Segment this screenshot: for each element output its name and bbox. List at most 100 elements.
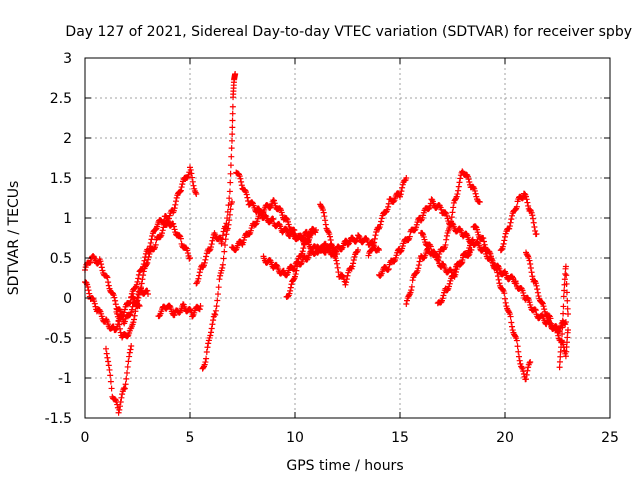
data-point (455, 183, 462, 190)
data-point (565, 327, 571, 333)
data-point (118, 394, 125, 401)
data-point (170, 207, 177, 214)
data-point (560, 303, 567, 310)
y-axis-label: SDTVAR / TECUs (6, 181, 22, 296)
data-point (563, 280, 570, 287)
x-tick-label: 20 (496, 430, 514, 446)
data-point (363, 235, 370, 242)
data-point (178, 184, 185, 191)
data-point (327, 237, 334, 244)
data-point (170, 220, 177, 227)
data-point (529, 273, 536, 280)
series-arc-14 (317, 201, 361, 288)
data-point (312, 249, 319, 256)
data-point (222, 223, 228, 230)
data-point (448, 214, 455, 221)
plot-frame (84, 57, 611, 419)
data-point (184, 250, 191, 257)
data-point (371, 235, 378, 242)
data-point (294, 259, 301, 266)
data-point (179, 181, 186, 188)
data-point (397, 191, 404, 198)
data-point (516, 353, 522, 360)
data-point (126, 353, 133, 360)
data-point (105, 282, 112, 289)
data-points (82, 71, 571, 416)
data-point (415, 265, 422, 272)
data-point (209, 237, 216, 244)
data-point (501, 290, 508, 297)
data-point (397, 248, 404, 255)
data-point (328, 241, 335, 248)
data-point (246, 231, 253, 238)
data-point (292, 271, 299, 278)
data-point (283, 215, 290, 222)
data-point (247, 227, 254, 234)
data-point (447, 221, 454, 228)
y-tick-label: 2 (63, 131, 72, 147)
data-point (313, 227, 319, 233)
data-point (539, 299, 546, 306)
data-point (131, 316, 137, 323)
data-point (271, 197, 277, 204)
data-point (532, 306, 539, 313)
data-point (377, 221, 384, 228)
data-point (476, 199, 483, 205)
data-point (372, 232, 379, 239)
data-point (141, 257, 148, 264)
y-tick-label: 2.5 (50, 91, 72, 107)
data-point (420, 212, 427, 219)
data-point (213, 303, 220, 310)
data-point (287, 287, 294, 294)
data-point (114, 310, 121, 317)
series-arc-20 (470, 223, 534, 383)
data-point (494, 269, 501, 276)
data-point (218, 240, 225, 247)
data-point (205, 340, 212, 347)
data-point (419, 230, 426, 237)
data-point (335, 269, 342, 276)
data-point (514, 343, 521, 350)
data-point (560, 293, 567, 300)
data-point (135, 275, 142, 282)
data-point (229, 103, 236, 110)
data-point (523, 376, 529, 383)
data-point (105, 279, 112, 286)
data-point (237, 175, 244, 182)
data-point (196, 272, 203, 279)
data-point (87, 259, 94, 266)
data-point (529, 212, 536, 219)
series-arc-23 (512, 278, 569, 335)
data-point (465, 252, 472, 259)
data-point (471, 187, 478, 194)
data-point (91, 300, 98, 307)
data-point (322, 221, 329, 228)
data-point (197, 303, 204, 309)
data-point (115, 409, 122, 416)
data-point (184, 247, 191, 254)
chart-title: Day 127 of 2021, Sidereal Day-to-day VTE… (65, 24, 632, 40)
data-point (223, 231, 230, 238)
data-point (133, 303, 140, 310)
data-point (532, 227, 539, 234)
data-point (489, 259, 496, 266)
data-point (520, 289, 527, 296)
data-point (86, 259, 93, 266)
data-point (287, 232, 294, 239)
data-point (219, 264, 226, 271)
data-point (533, 282, 540, 289)
data-point (240, 236, 247, 243)
data-point (446, 283, 452, 290)
data-point (138, 280, 145, 287)
data-point (131, 312, 138, 319)
data-point (117, 399, 124, 406)
data-point (322, 241, 329, 248)
data-point (134, 294, 141, 301)
data-point (559, 317, 566, 324)
data-point (453, 269, 459, 276)
data-point (496, 280, 503, 287)
data-point (301, 241, 308, 248)
data-point (556, 364, 563, 371)
